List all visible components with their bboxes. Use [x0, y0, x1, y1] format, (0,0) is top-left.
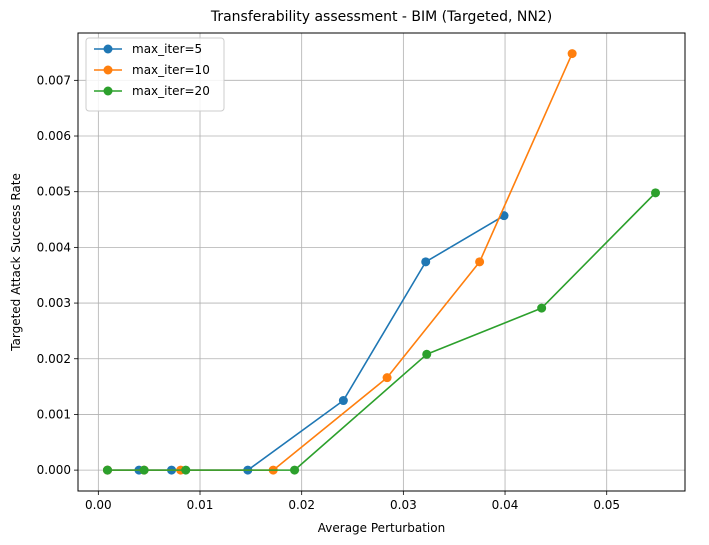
legend-item: max_iter=10 — [94, 63, 210, 77]
y-tick-label: 0.000 — [37, 463, 71, 477]
legend: max_iter=5 max_iter=10 max_iter=20 — [85, 37, 225, 112]
data-point — [139, 465, 149, 475]
x-axis-label: Average Perturbation — [318, 521, 445, 535]
y-tick-label: 0.003 — [37, 296, 71, 310]
data-point — [290, 465, 300, 475]
legend-item: max_iter=5 — [94, 42, 202, 56]
data-point — [537, 303, 547, 313]
series-layer — [102, 49, 661, 475]
grid-lines — [78, 33, 685, 491]
legend-label: max_iter=5 — [132, 42, 202, 56]
legend-item: max_iter=20 — [94, 84, 210, 98]
data-point — [422, 349, 432, 359]
legend-box — [85, 37, 225, 112]
y-tick-label: 0.001 — [37, 407, 71, 421]
legend-marker — [103, 44, 113, 54]
data-point — [421, 257, 431, 267]
x-tick-label: 0.01 — [187, 498, 214, 512]
x-tick-label: 0.03 — [390, 498, 417, 512]
legend-label: max_iter=20 — [132, 84, 210, 98]
y-tick-label: 0.007 — [37, 73, 71, 87]
chart-title: Transferability assessment - BIM (Target… — [210, 9, 552, 25]
data-point — [651, 188, 661, 198]
legend-marker — [103, 65, 113, 75]
data-point — [382, 373, 392, 383]
data-point — [181, 465, 191, 475]
legend-marker — [103, 86, 113, 96]
y-axis-label: Targeted Attack Success Rate — [9, 173, 23, 352]
data-point — [567, 49, 577, 59]
y-tick-label: 0.004 — [37, 240, 71, 254]
x-tick-label: 0.02 — [288, 498, 315, 512]
x-tick-label: 0.05 — [593, 498, 620, 512]
x-tick-label: 0.00 — [85, 498, 112, 512]
y-tick-label: 0.005 — [37, 185, 71, 199]
x-tick-label: 0.04 — [492, 498, 519, 512]
series-max_iter=20 — [102, 188, 661, 475]
plot-frame — [77, 32, 686, 492]
axis-ticks: 0.00 0.01 0.02 0.03 0.04 0.05 0.000 0.001 0.002 0… — [37, 73, 620, 512]
y-tick-label: 0.002 — [37, 352, 71, 366]
data-point — [475, 257, 485, 267]
data-point — [102, 465, 112, 475]
legend-label: max_iter=10 — [132, 63, 210, 77]
data-point — [338, 396, 348, 406]
y-tick-label: 0.006 — [37, 129, 71, 143]
